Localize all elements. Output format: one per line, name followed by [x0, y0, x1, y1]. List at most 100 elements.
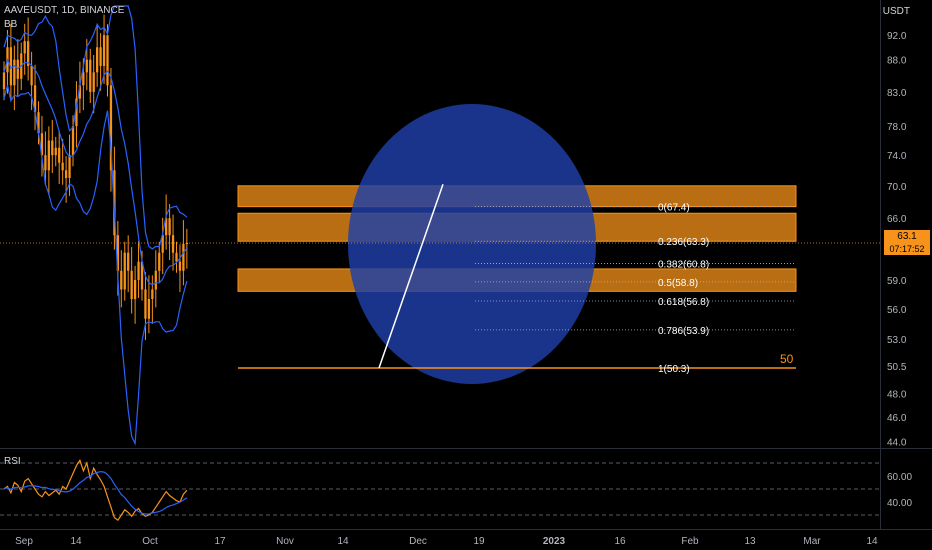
candle-body — [82, 72, 85, 86]
time-tick-label: 14 — [866, 536, 878, 547]
price-tick-label: 59.0 — [887, 276, 907, 287]
bb-indicator-label[interactable]: BB — [4, 19, 18, 30]
candle-body — [158, 252, 161, 271]
candle-body — [51, 140, 54, 156]
time-tick-label: Oct — [142, 536, 158, 547]
candle-body — [96, 47, 99, 73]
fib-levels: 0(67.4) 0.236(63.3) 0.382(60.8) 0.5(58.8) 0.… — [238, 203, 796, 375]
fib-level-label: 0.382(60.8) — [658, 259, 709, 270]
price-tick-label: 83.0 — [887, 88, 907, 99]
price-tick-label: 48.0 — [887, 390, 907, 401]
time-tick-label: 14 — [70, 536, 82, 547]
candle-body — [147, 299, 151, 319]
bb-lower-band — [3, 85, 188, 446]
candle-body — [23, 41, 26, 54]
rsi-line — [3, 459, 188, 522]
price-tick-label: 66.0 — [887, 214, 907, 225]
time-tick-label: 14 — [337, 536, 349, 547]
rsi-tick-label: 60.00 — [887, 472, 912, 483]
price-unit-label: USDT — [882, 6, 910, 17]
candle-body — [68, 155, 71, 178]
candle-body — [120, 270, 123, 290]
candle-body — [116, 235, 119, 271]
candle-body — [85, 59, 88, 73]
candle-body — [127, 252, 130, 271]
last-price-value: 63.1 — [897, 231, 917, 242]
time-tick-label: 19 — [473, 536, 485, 547]
candle-body — [161, 235, 164, 253]
price-tick-label: 88.0 — [887, 56, 907, 67]
bollinger-bands — [3, 5, 188, 446]
price-tick-label: 78.0 — [887, 122, 907, 133]
price-tick-label: 74.0 — [887, 151, 907, 162]
candle-body — [151, 289, 154, 300]
candle-body — [64, 170, 68, 178]
candle-body — [9, 47, 13, 86]
rsi-pane[interactable] — [0, 459, 880, 522]
candle-body — [168, 218, 171, 236]
price-tick-label: 92.0 — [887, 31, 907, 42]
candle-body — [89, 59, 92, 92]
fib-level-label: 0.5(58.8) — [658, 278, 698, 289]
price-tick-label: 53.0 — [887, 335, 907, 346]
candle-body — [27, 41, 30, 66]
candle-body — [182, 243, 185, 271]
candle-body — [99, 47, 102, 66]
bar-countdown: 07:17:52 — [889, 244, 925, 254]
candle-body — [54, 147, 57, 156]
candle-body — [154, 270, 157, 290]
price-pane[interactable]: 0(67.4) 0.236(63.3) 0.382(60.8) 0.5(58.8) 0.… — [0, 5, 880, 446]
candle-body — [30, 65, 33, 86]
price-tick-label: 46.0 — [887, 413, 907, 424]
candle-body — [123, 252, 126, 290]
bb-basis — [3, 57, 188, 286]
time-tick-label: 17 — [214, 536, 226, 547]
rsi-indicator-label[interactable]: RSI — [4, 456, 21, 467]
bb-upper-band — [3, 5, 188, 250]
candle-body — [178, 261, 182, 271]
candle-body — [33, 85, 37, 113]
fib-level-label: 1(50.3) — [658, 364, 690, 375]
candle-body — [175, 252, 178, 262]
candle-body — [92, 72, 95, 92]
fib-level-label: 0.786(53.9) — [658, 326, 709, 337]
symbol-title[interactable]: AAVEUSDT, 1D, BINANCE — [4, 5, 125, 16]
price-tick-label: 56.0 — [887, 305, 907, 316]
price-tick-label: 50.5 — [887, 362, 907, 373]
candle-body — [61, 162, 64, 171]
candle-body — [40, 133, 44, 156]
candle-body — [13, 59, 16, 86]
candle-body — [133, 280, 137, 300]
candle-body — [109, 85, 113, 171]
candle-body — [130, 270, 133, 300]
time-tick-label: Mar — [803, 536, 821, 547]
candle-body — [137, 261, 140, 281]
candle-body — [102, 35, 106, 66]
rsi-tick-label: 40.00 — [887, 498, 912, 509]
candle-body — [2, 72, 6, 90]
candle-body — [140, 261, 144, 290]
rsi-ma-line — [3, 470, 188, 515]
time-tick-label: 2023 — [543, 536, 566, 547]
time-tick-label: Feb — [681, 536, 699, 547]
fib-level-label: 0.618(56.8) — [658, 297, 709, 308]
last-price-badge: 63.1 07:17:52 — [884, 230, 930, 255]
candle-body — [171, 235, 175, 253]
level-annotation: 50 — [780, 352, 794, 366]
price-tick-label: 44.0 — [887, 438, 907, 449]
price-tick-label: 70.0 — [887, 182, 907, 193]
fib-level-label: 0.236(63.3) — [658, 237, 709, 248]
time-tick-label: 16 — [614, 536, 626, 547]
time-tick-label: 13 — [744, 536, 756, 547]
candle-body — [47, 140, 50, 171]
candle-body — [37, 112, 40, 134]
time-tick-label: Nov — [276, 536, 294, 547]
candle-body — [106, 35, 109, 86]
candle-body — [78, 85, 82, 99]
candle-body — [165, 218, 168, 236]
trend-line — [378, 183, 444, 369]
candle-body — [58, 147, 61, 163]
candle-body — [185, 242, 188, 244]
